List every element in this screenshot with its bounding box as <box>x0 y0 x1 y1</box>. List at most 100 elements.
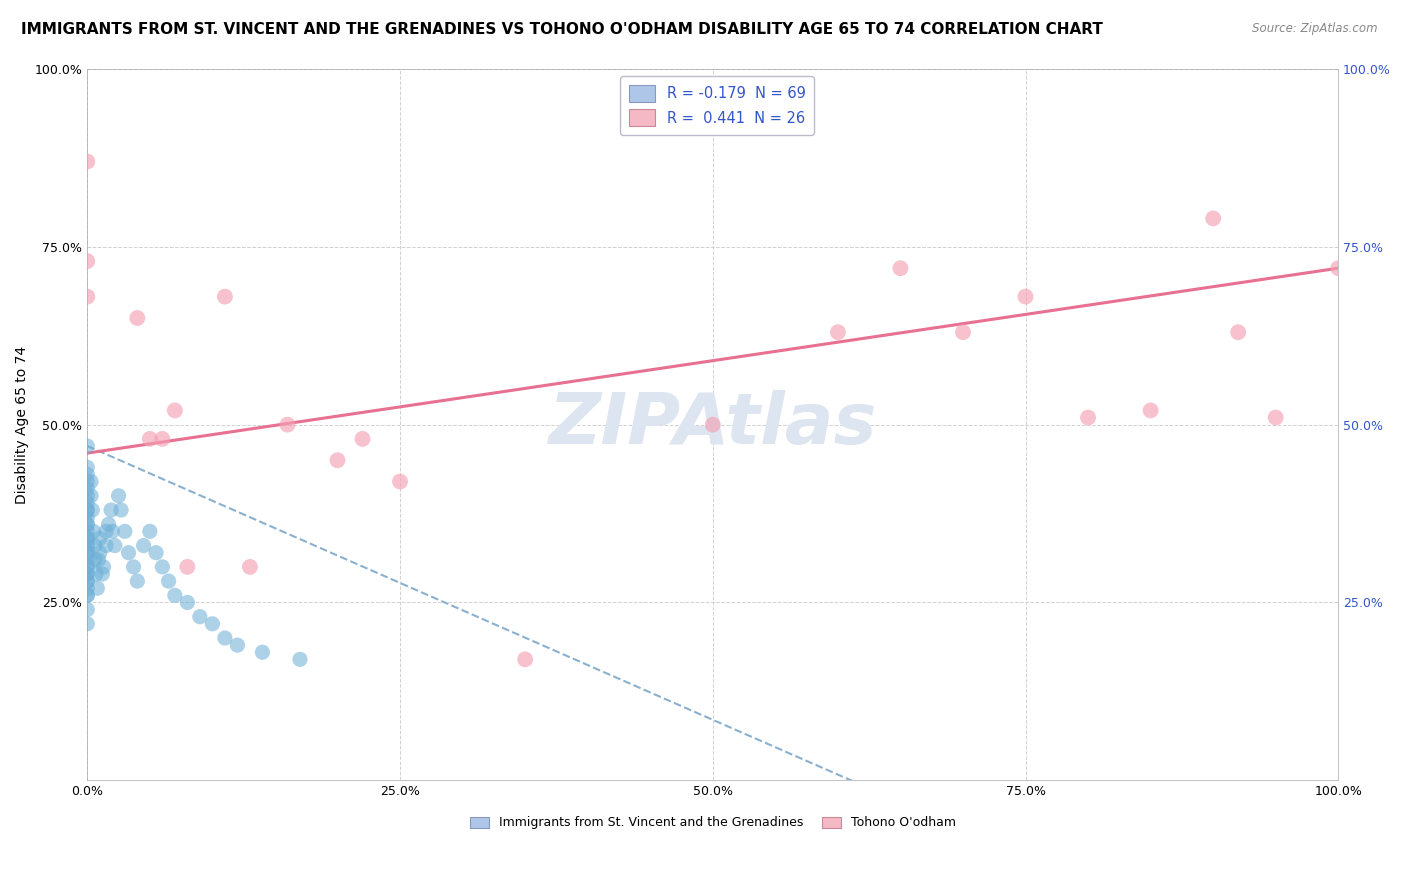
Point <box>94 524 117 539</box>
Point <box>952 325 974 339</box>
Point <box>76 567 98 582</box>
Point <box>226 638 249 652</box>
Point <box>101 524 124 539</box>
Point <box>84 567 107 582</box>
Point <box>76 503 98 517</box>
Point <box>163 403 186 417</box>
Point <box>76 482 98 496</box>
Point <box>326 453 349 467</box>
Point <box>76 546 98 560</box>
Point <box>86 581 108 595</box>
Point <box>827 325 849 339</box>
Point <box>1202 211 1225 226</box>
Point <box>176 595 198 609</box>
Point <box>76 496 98 510</box>
Point <box>176 560 198 574</box>
Point <box>150 560 173 574</box>
Point <box>127 574 149 588</box>
Point <box>110 503 132 517</box>
Point <box>157 574 180 588</box>
Point <box>239 560 262 574</box>
Point <box>76 154 98 169</box>
Point <box>889 261 911 276</box>
Point <box>127 310 149 325</box>
Point <box>139 524 162 539</box>
Point <box>389 475 412 489</box>
Point <box>214 290 236 304</box>
Point <box>76 588 98 602</box>
Point <box>114 524 136 539</box>
Point <box>76 574 98 588</box>
Point <box>188 609 211 624</box>
Point <box>76 616 98 631</box>
Point <box>76 517 98 532</box>
Point <box>76 517 98 532</box>
Point <box>288 652 311 666</box>
Y-axis label: Disability Age 65 to 74: Disability Age 65 to 74 <box>15 345 30 504</box>
Point <box>1014 290 1036 304</box>
Point <box>150 432 173 446</box>
Point <box>76 467 98 482</box>
Point <box>76 489 98 503</box>
Point <box>76 254 98 268</box>
Point <box>89 532 111 546</box>
Point <box>1264 410 1286 425</box>
Point <box>87 553 110 567</box>
Point <box>702 417 724 432</box>
Legend: Immigrants from St. Vincent and the Grenadines, Tohono O'odham: Immigrants from St. Vincent and the Gren… <box>465 812 960 835</box>
Point <box>76 524 98 539</box>
Point <box>76 439 98 453</box>
Point <box>214 631 236 645</box>
Point <box>76 503 98 517</box>
Point <box>76 581 98 595</box>
Point <box>83 524 105 539</box>
Point <box>93 560 115 574</box>
Point <box>145 546 167 560</box>
Point <box>80 475 103 489</box>
Point <box>83 539 105 553</box>
Point <box>201 616 224 631</box>
Point <box>97 517 120 532</box>
Point <box>1139 403 1161 417</box>
Point <box>76 475 98 489</box>
Point <box>100 503 122 517</box>
Point <box>132 539 155 553</box>
Point <box>352 432 374 446</box>
Point <box>82 503 104 517</box>
Point <box>91 567 114 582</box>
Point <box>76 567 98 582</box>
Point <box>276 417 298 432</box>
Point <box>76 560 98 574</box>
Point <box>76 532 98 546</box>
Point <box>76 532 98 546</box>
Point <box>76 574 98 588</box>
Point <box>76 560 98 574</box>
Point <box>122 560 145 574</box>
Point <box>89 546 111 560</box>
Point <box>94 539 117 553</box>
Point <box>76 546 98 560</box>
Point <box>76 290 98 304</box>
Point <box>163 588 186 602</box>
Point <box>76 539 98 553</box>
Point <box>139 432 162 446</box>
Point <box>513 652 536 666</box>
Point <box>76 539 98 553</box>
Point <box>76 553 98 567</box>
Point <box>1327 261 1350 276</box>
Point <box>107 489 129 503</box>
Text: IMMIGRANTS FROM ST. VINCENT AND THE GRENADINES VS TOHONO O'ODHAM DISABILITY AGE : IMMIGRANTS FROM ST. VINCENT AND THE GREN… <box>21 22 1102 37</box>
Point <box>252 645 274 659</box>
Point <box>1077 410 1099 425</box>
Point <box>76 460 98 475</box>
Point <box>76 602 98 616</box>
Point <box>76 510 98 524</box>
Point <box>83 553 105 567</box>
Point <box>117 546 139 560</box>
Text: Source: ZipAtlas.com: Source: ZipAtlas.com <box>1253 22 1378 36</box>
Point <box>1227 325 1250 339</box>
Text: ZIPAtlas: ZIPAtlas <box>548 390 877 459</box>
Point <box>104 539 127 553</box>
Point <box>80 489 103 503</box>
Point <box>76 588 98 602</box>
